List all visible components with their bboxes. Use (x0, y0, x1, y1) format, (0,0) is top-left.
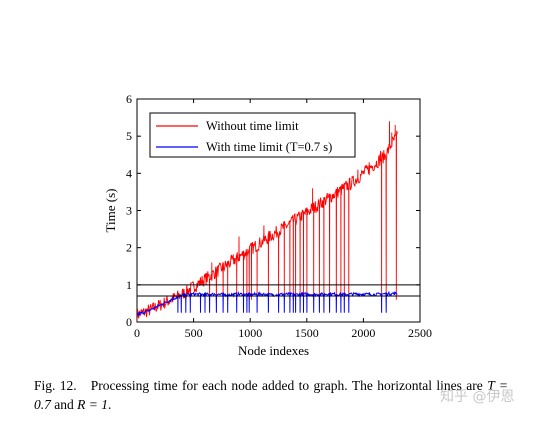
series-line-without-time-limit (137, 121, 398, 322)
y-tick-label: 6 (126, 92, 132, 106)
legend-box (149, 112, 356, 158)
caption-t-eq: T = 0.7 (34, 378, 509, 412)
caption-period: . (107, 397, 112, 412)
caption-and: and (50, 397, 78, 412)
caption-r-eq: R = 1 (77, 397, 108, 412)
y-tick-label: 2 (126, 241, 132, 255)
y-tick-label: 5 (126, 129, 132, 143)
x-tick-label: 1500 (295, 326, 319, 340)
x-tick-label: 2500 (408, 326, 432, 340)
y-tick-label: 3 (126, 204, 132, 218)
watermark: 知乎 @伊恩 (440, 389, 515, 405)
chart-svg: 0 1 2 3 4 5 6 0 500 1000 1500 2000 2500 Node indexes T… (103, 92, 432, 358)
y-tick-label: 4 (126, 166, 132, 180)
x-tick-label: 500 (185, 326, 203, 340)
figure-caption: Fig. 12. Processing time for each node ad… (34, 376, 508, 414)
y-tick-label: 0 (126, 315, 132, 329)
legend-label: Without time limit (206, 119, 299, 133)
x-axis-label: Node indexes (238, 343, 309, 358)
caption-text: Processing time for each node added to g… (90, 378, 488, 393)
y-axis-label: Time (s) (103, 189, 118, 233)
caption-label: Fig. 12. (34, 378, 77, 393)
legend-label: With time limit (T=0.7 s) (206, 140, 332, 154)
y-tick-label: 1 (126, 278, 132, 292)
x-tick-label: 1000 (238, 326, 262, 340)
x-tick-label: 2000 (351, 326, 375, 340)
x-tick-label: 0 (134, 326, 140, 340)
